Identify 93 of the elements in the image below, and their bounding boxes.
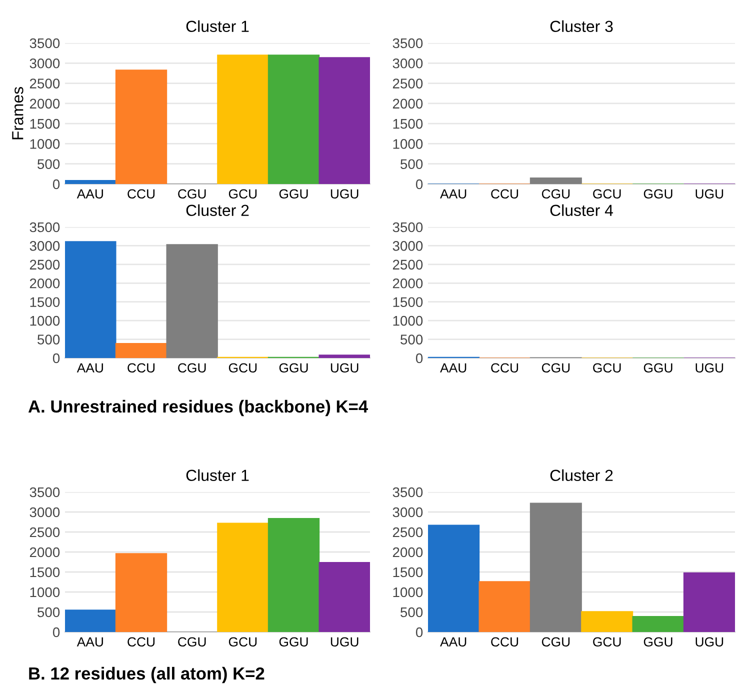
x-tick-label: AAU	[440, 637, 466, 647]
x-tick-label: CGU	[178, 637, 206, 647]
x-tick-label: UGU	[330, 189, 358, 199]
y-tick-label: 0	[52, 353, 60, 364]
x-tick-label: CCU	[491, 637, 518, 647]
y-tick-label: 3500	[392, 38, 423, 48]
y-tick-label: 0	[416, 353, 423, 364]
y-tick-label: 0	[416, 627, 423, 638]
y-tick-label: 1000	[30, 139, 60, 149]
y-tick-label: 1500	[393, 297, 423, 308]
y-tick-label: 1500	[393, 118, 423, 129]
x-tick-label: AAU	[76, 189, 103, 199]
y-tick-label: 3500	[30, 38, 60, 48]
x-tick-label: AAU	[440, 189, 466, 199]
x-tick-label: UGU	[330, 363, 358, 373]
y-tick-label: 1500	[30, 118, 60, 129]
x-tick-label: CGU	[542, 637, 570, 647]
y-tick-label: 3500	[392, 222, 423, 232]
y-tick-label: 1000	[393, 316, 423, 326]
x-tick-label: CGU	[542, 189, 570, 199]
text: B. 12 residues (all atom) K=2	[29, 666, 264, 684]
y-tick-label: 2500	[30, 527, 60, 538]
x-tick-label: GGU	[644, 637, 672, 647]
x-tick-label: CCU	[128, 637, 155, 647]
y-tick-label: 2000	[392, 98, 423, 109]
y-tick-label: 2000	[30, 547, 60, 558]
x-tick-label: UGU	[696, 189, 724, 199]
x-tick-label: AAU	[440, 363, 466, 373]
y-tick-label: 2500	[392, 260, 423, 270]
y-tick-label: 3500	[30, 487, 60, 498]
y-tick-label: 2000	[30, 98, 60, 109]
x-tick-label: CCU	[491, 189, 518, 199]
y-tick-label: 500	[38, 334, 60, 344]
x-tick-label: CCU	[128, 189, 155, 199]
y-tick-label: 3000	[392, 241, 423, 251]
y-tick-label: 500	[400, 159, 423, 170]
y-tick-label: 2000	[392, 547, 423, 558]
x-tick-label: GCU	[228, 637, 257, 647]
y-tick-label: 2000	[30, 278, 60, 288]
y-tick-label: 500	[400, 334, 423, 344]
x-tick-label: GCU	[593, 363, 621, 373]
y-tick-label: 500	[38, 159, 60, 170]
x-tick-label: GGU	[644, 189, 672, 199]
y-tick-label: 0	[52, 627, 60, 638]
chart-title: Cluster 2	[550, 469, 613, 482]
x-tick-label: CCU	[128, 363, 155, 373]
x-tick-label: UGU	[696, 363, 724, 373]
y-tick-label: 1500	[393, 567, 423, 578]
x-tick-label: AAU	[76, 363, 103, 373]
y-tick-label: 3000	[30, 241, 60, 251]
x-tick-label: GGU	[279, 637, 308, 647]
chart-title: Cluster 1	[186, 20, 249, 32]
x-tick-label: UGU	[696, 637, 724, 647]
y-tick-label: 3000	[30, 58, 60, 68]
y-axis-title: Frames	[12, 87, 24, 140]
y-tick-label: 2000	[392, 278, 423, 288]
y-tick-label: 1000	[393, 587, 423, 598]
y-tick-label: 0	[52, 179, 60, 190]
x-tick-label: UGU	[330, 637, 358, 647]
x-tick-label: CGU	[178, 189, 206, 199]
chart-title: Cluster 3	[550, 20, 613, 32]
x-tick-label: GCU	[593, 637, 621, 647]
y-tick-label: 1500	[30, 567, 60, 578]
y-tick-label: 1500	[30, 297, 60, 308]
y-tick-label: 2500	[30, 260, 60, 270]
y-tick-label: 3000	[30, 507, 60, 518]
chart-title: Cluster 4	[550, 204, 613, 216]
y-tick-label: 3000	[392, 58, 423, 68]
x-tick-label: GGU	[279, 189, 308, 199]
chart-title: Cluster 1	[186, 469, 249, 482]
y-tick-label: 3500	[30, 222, 60, 232]
y-tick-label: 1000	[393, 139, 423, 149]
x-tick-label: GCU	[228, 189, 257, 199]
y-tick-label: 0	[416, 179, 423, 190]
x-tick-label: CGU	[542, 363, 570, 373]
x-tick-label: CGU	[178, 363, 206, 373]
x-tick-label: GGU	[644, 363, 672, 373]
y-tick-label: 1000	[30, 587, 60, 598]
y-tick-label: 2500	[392, 527, 423, 538]
y-tick-label: 500	[38, 607, 60, 618]
y-tick-label: 3000	[392, 507, 423, 518]
x-tick-label: GGU	[279, 363, 308, 373]
x-tick-label: AAU	[76, 637, 103, 647]
text: A. Unrestrained residues (backbone) K=4	[28, 400, 368, 416]
y-tick-label: 2500	[30, 78, 60, 88]
y-tick-label: 3500	[392, 487, 423, 498]
x-tick-label: GCU	[228, 363, 257, 373]
x-tick-label: GCU	[593, 189, 621, 199]
y-tick-label: 2500	[392, 78, 423, 88]
chart-title: Cluster 2	[186, 204, 249, 216]
y-tick-label: 500	[400, 607, 423, 618]
y-tick-label: 1000	[30, 316, 60, 326]
x-tick-label: CCU	[491, 363, 518, 373]
